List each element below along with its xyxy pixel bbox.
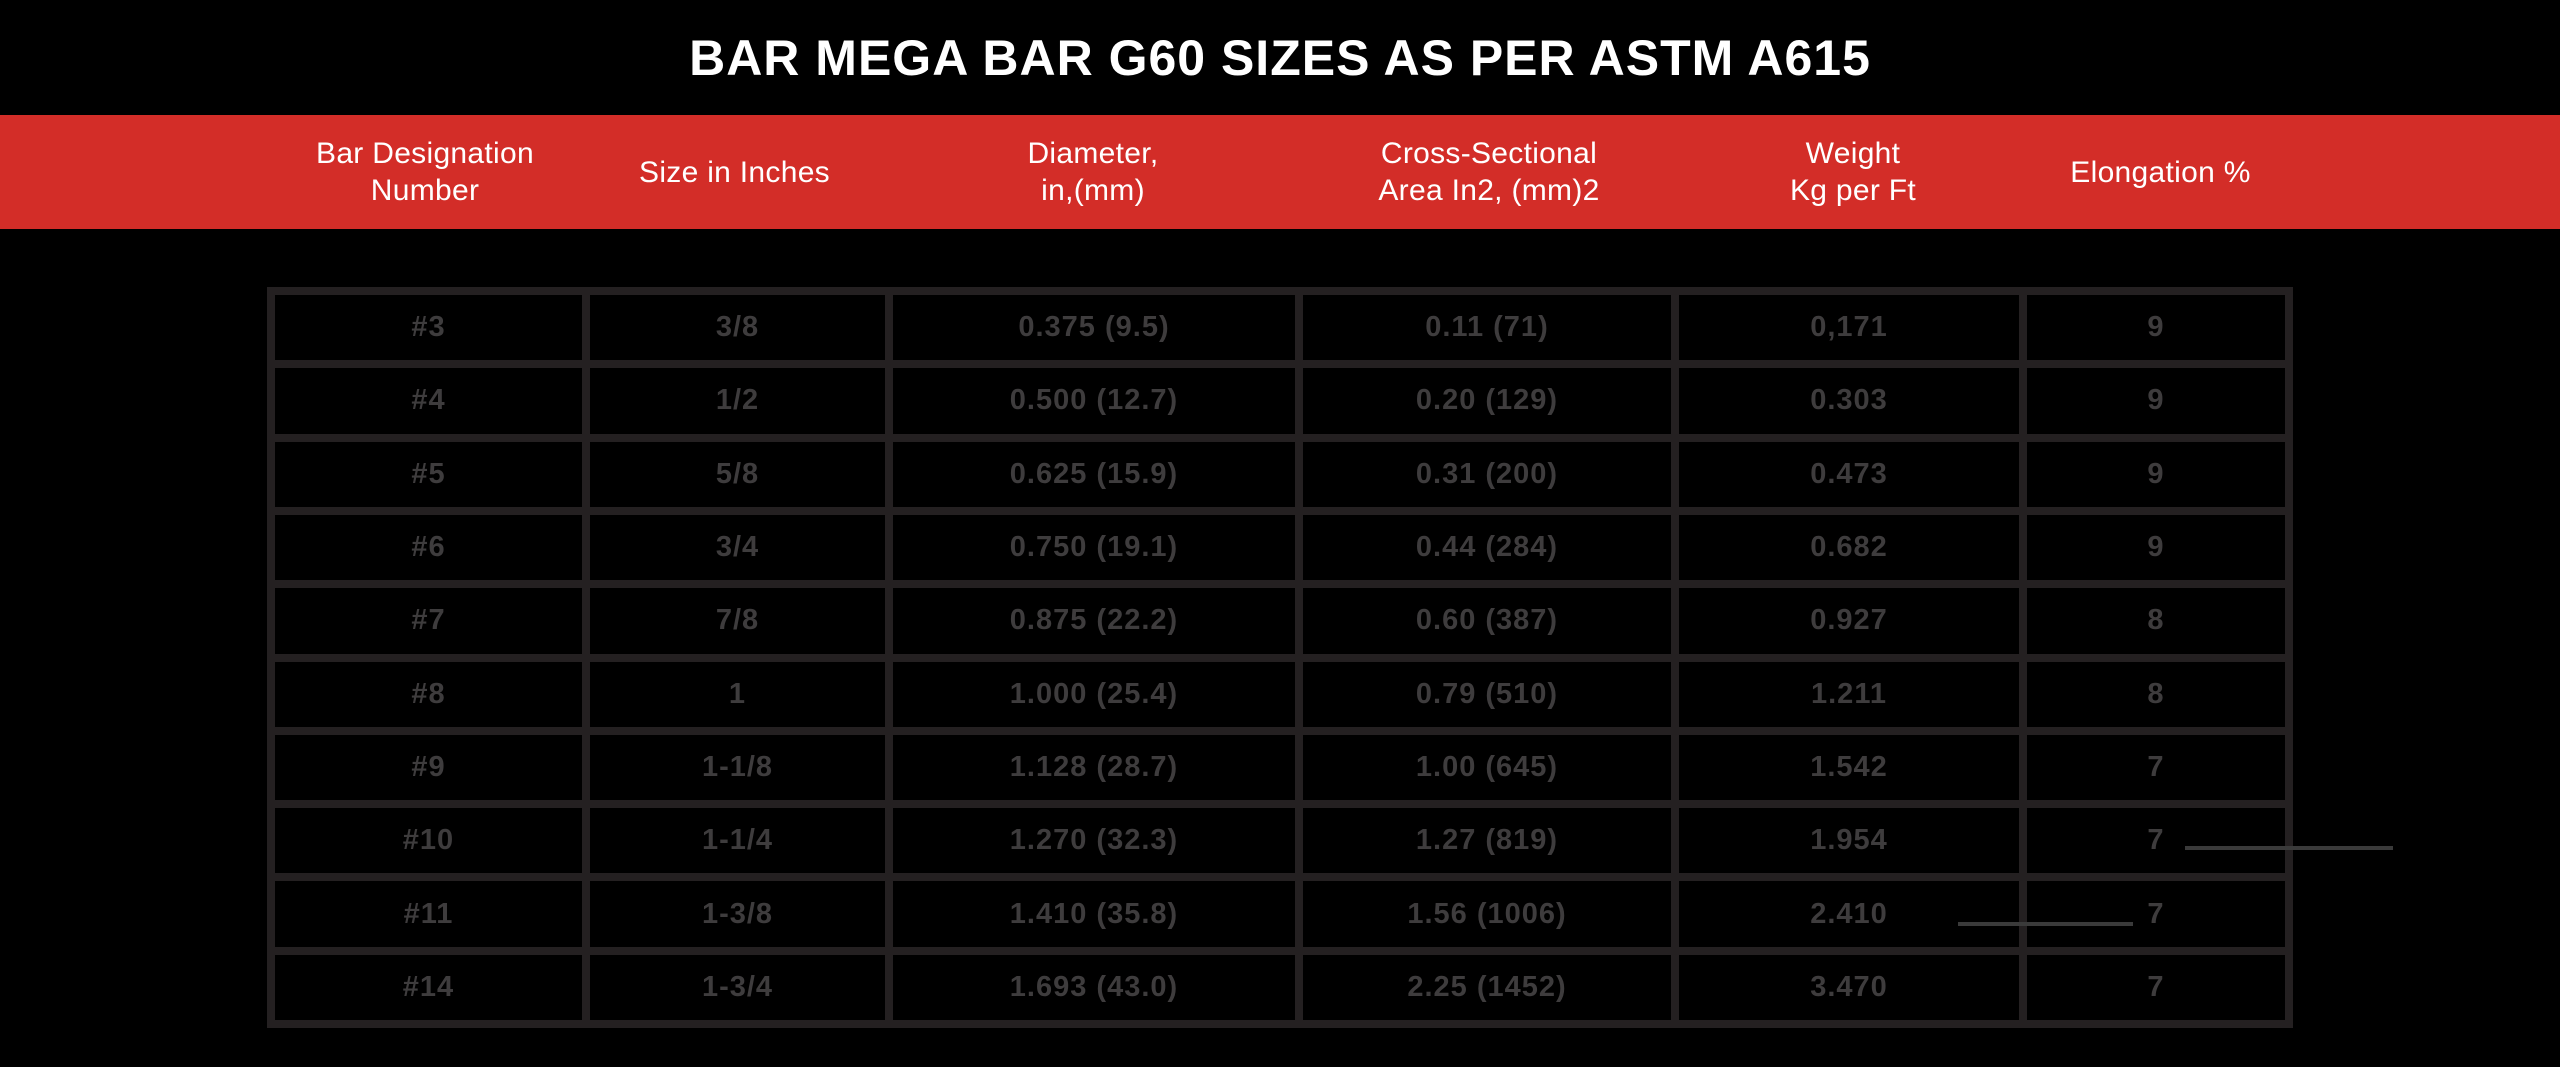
cell-diameter: 1.128 (28.7) xyxy=(893,734,1295,801)
cell-area: 1.27 (819) xyxy=(1303,808,1671,874)
cell-elongation_pct: 9 xyxy=(2027,514,2285,581)
cell-elongation_pct: 7 xyxy=(2027,734,2285,801)
cell-weight_kg_ft: 0.303 xyxy=(1679,368,2019,434)
column-header-weight: Weight Kg per Ft xyxy=(1789,137,1917,207)
cell-size_in: 3/8 xyxy=(590,295,885,361)
table-header-row: Bar Designation Number Size in Inches Diam… xyxy=(267,115,2293,229)
cell-area: 0.31 (200) xyxy=(1303,441,1671,507)
cell-diameter: 0.500 (12.7) xyxy=(893,368,1295,434)
cell-designation: #10 xyxy=(275,808,582,874)
cell-designation: #14 xyxy=(275,954,582,1020)
cell-area: 0.11 (71) xyxy=(1303,295,1671,361)
title-band: BAR MEGA BAR G60 SIZES AS PER ASTM A615 xyxy=(0,0,2560,115)
cell-designation: #8 xyxy=(275,661,582,727)
cell-designation: #6 xyxy=(275,514,582,581)
cell-diameter: 0.625 (15.9) xyxy=(893,441,1295,507)
cell-area: 1.56 (1006) xyxy=(1303,881,1671,947)
cell-elongation_pct: 7 xyxy=(2027,954,2285,1020)
column-header-designation: Bar Designation Number xyxy=(316,137,534,207)
cell-designation: #9 xyxy=(275,734,582,801)
underline-artifact xyxy=(2185,846,2393,850)
cell-diameter: 0.375 (9.5) xyxy=(893,295,1295,361)
cell-area: 0.20 (129) xyxy=(1303,368,1671,434)
cell-size_in: 1/2 xyxy=(590,368,885,434)
column-header-area: Cross-Sectional Area In2, (mm)2 xyxy=(1378,137,1600,207)
cell-designation: #5 xyxy=(275,441,582,507)
cell-designation: #3 xyxy=(275,295,582,361)
sizes-table: #3 3/8 0.375 (9.5) 0.11 (71) 0,171 9 #4 1/2 0.50… xyxy=(267,287,2293,1028)
cell-weight_kg_ft: 1.542 xyxy=(1679,734,2019,801)
cell-diameter: 1.410 (35.8) xyxy=(893,881,1295,947)
cell-diameter: 1.693 (43.0) xyxy=(893,954,1295,1020)
cell-area: 0.79 (510) xyxy=(1303,661,1671,727)
underline-artifact xyxy=(1958,922,2133,926)
cell-designation: #11 xyxy=(275,881,582,947)
cell-diameter: 0.875 (22.2) xyxy=(893,588,1295,654)
cell-size_in: 1-3/8 xyxy=(590,881,885,947)
cell-size_in: 1-1/4 xyxy=(590,808,885,874)
cell-size_in: 1-1/8 xyxy=(590,734,885,801)
cell-elongation_pct: 9 xyxy=(2027,441,2285,507)
column-header-elongation: Elongation % xyxy=(2070,155,2251,189)
cell-designation: #7 xyxy=(275,588,582,654)
cell-weight_kg_ft: 0,171 xyxy=(1679,295,2019,361)
cell-size_in: 7/8 xyxy=(590,588,885,654)
cell-weight_kg_ft: 0.473 xyxy=(1679,441,2019,507)
cell-diameter: 1.000 (25.4) xyxy=(893,661,1295,727)
table-header-band: Bar Designation Number Size in Inches Diam… xyxy=(0,115,2560,229)
cell-size_in: 5/8 xyxy=(590,441,885,507)
cell-diameter: 1.270 (32.3) xyxy=(893,808,1295,874)
cell-weight_kg_ft: 1.954 xyxy=(1679,808,2019,874)
cell-area: 0.44 (284) xyxy=(1303,514,1671,581)
column-header-diameter: Diameter, in,(mm) xyxy=(1027,137,1159,207)
column-header-size: Size in Inches xyxy=(639,155,830,189)
cell-weight_kg_ft: 3.470 xyxy=(1679,954,2019,1020)
cell-weight_kg_ft: 2.410 xyxy=(1679,881,2019,947)
cell-designation: #4 xyxy=(275,368,582,434)
cell-size_in: 1 xyxy=(590,661,885,727)
cell-elongation_pct: 8 xyxy=(2027,588,2285,654)
cell-elongation_pct: 7 xyxy=(2027,881,2285,947)
cell-area: 1.00 (645) xyxy=(1303,734,1671,801)
cell-size_in: 1-3/4 xyxy=(590,954,885,1020)
page-title: BAR MEGA BAR G60 SIZES AS PER ASTM A615 xyxy=(689,29,1871,86)
cell-area: 2.25 (1452) xyxy=(1303,954,1671,1020)
cell-elongation_pct: 9 xyxy=(2027,295,2285,361)
cell-elongation_pct: 8 xyxy=(2027,661,2285,727)
cell-diameter: 0.750 (19.1) xyxy=(893,514,1295,581)
cell-weight_kg_ft: 0.927 xyxy=(1679,588,2019,654)
cell-weight_kg_ft: 1.211 xyxy=(1679,661,2019,727)
cell-elongation_pct: 9 xyxy=(2027,368,2285,434)
cell-area: 0.60 (387) xyxy=(1303,588,1671,654)
cell-weight_kg_ft: 0.682 xyxy=(1679,514,2019,581)
cell-size_in: 3/4 xyxy=(590,514,885,581)
cell-elongation_pct: 7 xyxy=(2027,808,2285,874)
